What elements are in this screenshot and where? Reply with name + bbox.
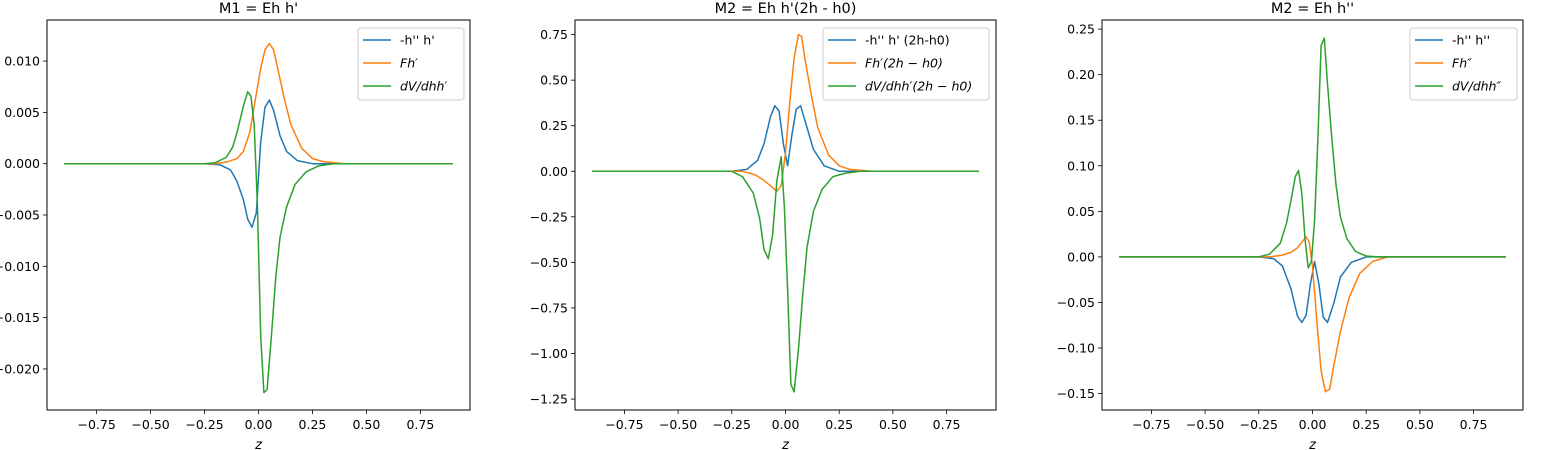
y-tick-label: −0.005	[0, 208, 40, 223]
series-line-3-2	[1119, 236, 1506, 393]
legend-2: -h'' h' (2h-h0) Fh′(2h − h0) dV/dhh′(2h − …	[822, 27, 990, 101]
x-tick-label: 0.25	[1352, 417, 1380, 432]
series-line-1-2	[64, 42, 453, 165]
x-tick-label: −0.50	[1186, 417, 1224, 432]
x-tick-label: −0.50	[659, 417, 697, 432]
chart-title-3: M2 = Eh h''	[1271, 1, 1354, 17]
series-line-1-1	[64, 99, 453, 229]
x-tick-label: 0.75	[406, 417, 434, 432]
y-tick-label: 0.005	[4, 105, 40, 120]
y-tick-label: −0.75	[530, 300, 568, 315]
legend-entry-label: dV/dhh″	[1452, 79, 1501, 94]
y-tick-label: −0.10	[1057, 341, 1095, 356]
legend-frame	[822, 27, 990, 101]
x-tick-label: 0.50	[879, 417, 907, 432]
legend-entry-label: dV/dhh′(2h − h0)	[865, 79, 972, 94]
y-tick-label: 0.25	[1067, 22, 1095, 37]
y-tick-label: −0.25	[530, 209, 568, 224]
x-tick-label: 0.75	[933, 417, 961, 432]
y-tick-label: 0.20	[1067, 67, 1095, 82]
y-tick-label: 0.05	[1067, 204, 1095, 219]
x-tick-label: 0.25	[825, 417, 853, 432]
chart-title-2: M2 = Eh h'(2h - h0)	[715, 1, 857, 17]
x-tick-label: −0.25	[1240, 417, 1278, 432]
y-tick-label: 0.25	[540, 118, 568, 133]
series-line-2-3	[592, 155, 979, 393]
y-tick-label: −1.25	[530, 392, 568, 407]
y-tick-label: −0.015	[0, 310, 40, 325]
y-tick-label: −0.15	[1057, 386, 1095, 401]
y-tick-label: 0.010	[4, 54, 40, 69]
chart-panel-3: −0.75 −0.50 −0.25 0.00 0.25 0.50 0.75 −0.15 −0.1…	[1057, 1, 1524, 450]
y-tick-label: 0.00	[1067, 249, 1095, 264]
y-tick-label: 0.10	[1067, 158, 1095, 173]
series-line-1-3	[64, 91, 453, 394]
y-tick-label: −0.010	[0, 259, 40, 274]
x-axis-label-2: z	[781, 438, 790, 450]
x-tick-label: 0.00	[245, 417, 273, 432]
x-tick-label: −0.75	[77, 417, 115, 432]
y-tick-label: −1.00	[530, 346, 568, 361]
chart-panel-1: −0.75 −0.50 −0.25 0.00 0.25 0.50 0.75 −0.020 −0.…	[0, 1, 471, 450]
y-tick-label: 0.15	[1067, 113, 1095, 128]
chart-panel-2: −0.75 −0.50 −0.25 0.00 0.25 0.50 0.75 −1.25 −1.0…	[530, 1, 997, 450]
legend-1: -h'' h' Fh′ dV/dhh′	[357, 27, 465, 101]
legend-entry-label: Fh′	[400, 56, 418, 71]
x-tick-label: 0.75	[1460, 417, 1488, 432]
x-tick-label: −0.25	[713, 417, 751, 432]
y-tick-label: 0.000	[4, 156, 40, 171]
y-tick-label: −0.020	[0, 361, 40, 376]
series-line-2-1	[592, 104, 979, 173]
y-tick-label: −0.50	[530, 255, 568, 270]
legend-entry-label: Fh′(2h − h0)	[865, 56, 943, 71]
x-tick-label: 0.00	[772, 417, 800, 432]
legend-3: -h'' h'' Fh″ dV/dhh″	[1409, 27, 1518, 101]
series-line-3-3	[1119, 37, 1506, 269]
x-tick-label: 0.00	[1299, 417, 1327, 432]
y-tick-label: 0.50	[540, 73, 568, 88]
x-tick-label: 0.50	[352, 417, 380, 432]
legend-frame	[1409, 27, 1518, 101]
x-tick-label: 0.50	[1406, 417, 1434, 432]
legend-entry-label: -h'' h'	[400, 33, 435, 48]
legend-entry-label: -h'' h' (2h-h0)	[865, 33, 950, 48]
x-tick-label: −0.50	[131, 417, 169, 432]
y-tick-label: 0.75	[540, 27, 568, 42]
legend-frame	[357, 27, 465, 101]
legend-entry-label: Fh″	[1452, 56, 1472, 71]
x-tick-label: −0.75	[1132, 417, 1170, 432]
x-tick-label: −0.75	[605, 417, 643, 432]
y-tick-label: 0.00	[540, 164, 568, 179]
legend-entry-label: dV/dhh′	[400, 79, 447, 94]
series-line-2-2	[592, 33, 979, 193]
x-axis-label-1: z	[254, 438, 263, 450]
y-tick-label: −0.05	[1057, 295, 1095, 310]
x-tick-label: −0.25	[185, 417, 223, 432]
legend-entry-label: -h'' h''	[1452, 33, 1490, 48]
x-axis-label-3: z	[1308, 438, 1317, 450]
chart-title-1: M1 = Eh h'	[219, 1, 298, 17]
x-tick-label: 0.25	[299, 417, 327, 432]
